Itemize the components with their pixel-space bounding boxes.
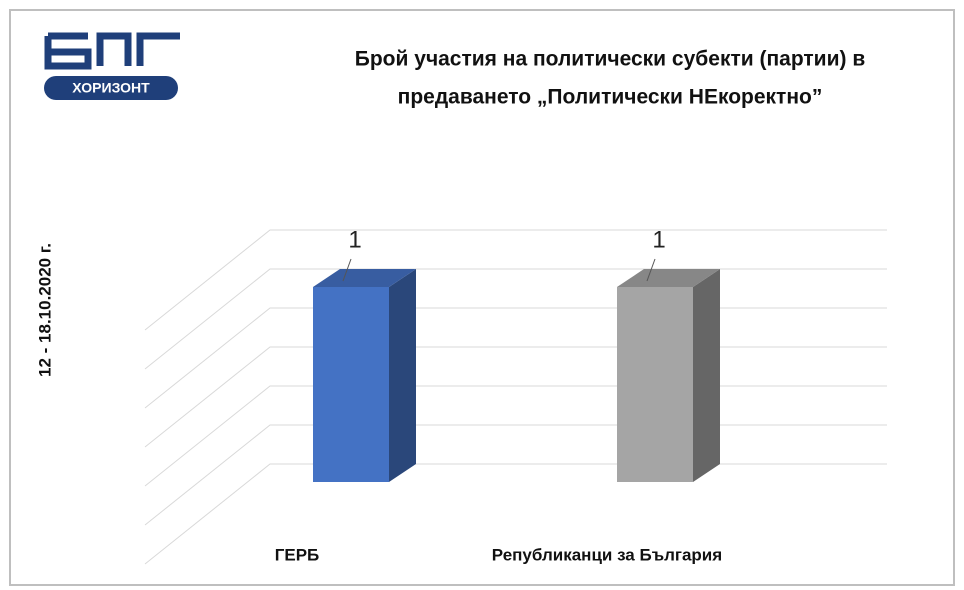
frame	[9, 9, 955, 586]
x-tick-label: ГЕРБ	[275, 545, 320, 564]
bar-side	[693, 269, 720, 482]
bar-top	[617, 269, 720, 287]
logo-badge	[44, 76, 178, 100]
leader-line	[342, 258, 352, 282]
data-label: 1	[348, 226, 361, 253]
grid-line	[144, 229, 887, 331]
bar-front	[313, 287, 389, 482]
bar-front	[617, 287, 693, 482]
bar-side	[389, 269, 416, 482]
data-label: 1	[652, 226, 665, 253]
chart-title: предаването „Политически НЕкоректно”	[398, 86, 823, 109]
logo: ХОРИЗОНТ	[40, 28, 192, 104]
bar-top	[313, 269, 416, 287]
x-tick-label: Републиканци за България	[492, 545, 722, 564]
chart-title: Брой участия на политически субекти (пар…	[355, 48, 866, 71]
logo-mark	[44, 32, 180, 70]
leader-line	[646, 258, 656, 282]
y-axis-label: 12 - 18.10.2020 г.	[35, 243, 54, 377]
logo-text: ХОРИЗОНТ	[72, 80, 150, 96]
